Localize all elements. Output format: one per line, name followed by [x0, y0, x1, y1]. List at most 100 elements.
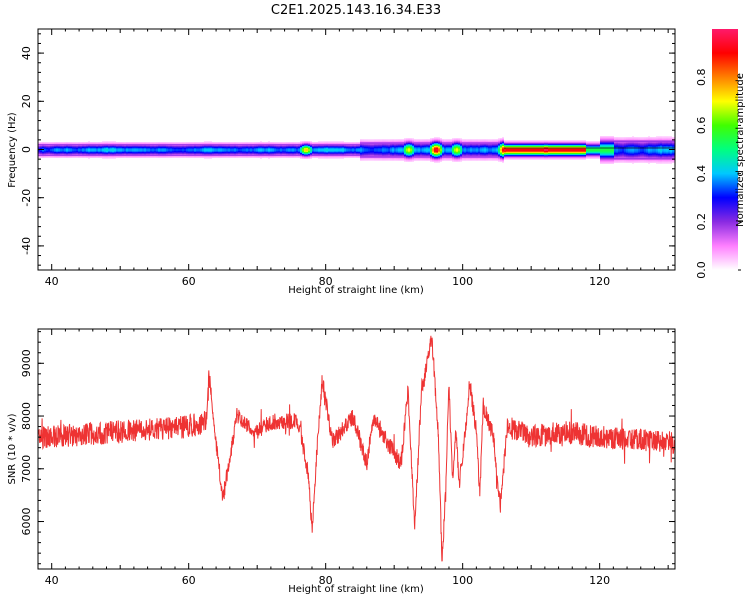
- heatmap-cell: [308, 155, 310, 156]
- heatmap-cell: [194, 142, 196, 143]
- heatmap-cell: [160, 142, 162, 143]
- heatmap-cell: [418, 143, 420, 144]
- heatmap-cell: [546, 149, 548, 150]
- heatmap-cell: [166, 146, 168, 147]
- heatmap-cell: [154, 145, 156, 146]
- heatmap-cell: [520, 154, 522, 155]
- heatmap-cell: [112, 143, 114, 144]
- heatmap-cell: [296, 143, 298, 144]
- heatmap-cell: [416, 148, 418, 149]
- heatmap-cell: [96, 155, 98, 156]
- heatmap-cell: [306, 148, 308, 149]
- heatmap-cell: [436, 140, 438, 141]
- heatmap-cell: [478, 154, 480, 155]
- heatmap-cell: [324, 158, 326, 159]
- heatmap-cell: [372, 152, 374, 153]
- heatmap-cell: [440, 153, 442, 154]
- heatmap-cell: [100, 151, 102, 152]
- heatmap-cell: [248, 145, 250, 146]
- heatmap-cell: [408, 160, 410, 161]
- heatmap-cell: [202, 156, 204, 157]
- heatmap-cell: [446, 159, 448, 160]
- heatmap-cell: [356, 153, 358, 154]
- heatmap-cell: [188, 150, 190, 151]
- heatmap-cell: [572, 142, 574, 143]
- heatmap-cell: [344, 147, 346, 148]
- heatmap-cell: [330, 152, 332, 153]
- heatmap-cell: [366, 139, 368, 140]
- heatmap-cell: [384, 147, 386, 148]
- heatmap-cell: [46, 153, 48, 154]
- heatmap-cell: [354, 143, 356, 144]
- heatmap-cell: [180, 151, 182, 152]
- heatmap-cell: [232, 142, 234, 143]
- heatmap-cell: [346, 146, 348, 147]
- heatmap-cell: [472, 148, 474, 149]
- heatmap-cell: [228, 145, 230, 146]
- heatmap-cell: [78, 149, 80, 150]
- heatmap-cell: [472, 147, 474, 148]
- heatmap-cell: [564, 151, 566, 152]
- heatmap-cell: [98, 150, 100, 151]
- heatmap-cell: [258, 155, 260, 156]
- heatmap-cell: [330, 143, 332, 144]
- heatmap-cell: [464, 147, 466, 148]
- heatmap-cell: [358, 157, 360, 158]
- heatmap-cell: [490, 142, 492, 143]
- heatmap-cell: [68, 142, 70, 143]
- heatmap-cell: [198, 147, 200, 148]
- heatmap-cell: [208, 156, 210, 157]
- heatmap-cell: [256, 152, 258, 153]
- heatmap-cell: [218, 143, 220, 144]
- heatmap-cell: [258, 157, 260, 158]
- heatmap-cell: [372, 155, 374, 156]
- heatmap-cell: [444, 149, 446, 150]
- heatmap-cell: [56, 157, 58, 158]
- heatmap-cell: [150, 147, 152, 148]
- heatmap-cell: [100, 150, 102, 151]
- heatmap-cell: [186, 143, 188, 144]
- heatmap-cell: [362, 147, 364, 148]
- heatmap-cell: [488, 159, 490, 160]
- heatmap-cell: [106, 148, 108, 149]
- heatmap-cell: [164, 154, 166, 155]
- heatmap-cell: [436, 150, 438, 151]
- heatmap-cell: [250, 149, 252, 150]
- heatmap-cell: [498, 148, 500, 149]
- heatmap-cell: [428, 139, 430, 140]
- heatmap-cell: [44, 151, 46, 152]
- heatmap-cell: [332, 153, 334, 154]
- heatmap-cell: [368, 142, 370, 143]
- heatmap-cell: [56, 143, 58, 144]
- heatmap-cell: [126, 154, 128, 155]
- heatmap-cell: [440, 159, 442, 160]
- heatmap-cell: [460, 140, 462, 141]
- heatmap-cell: [536, 147, 538, 148]
- heatmap-cell: [446, 151, 448, 152]
- heatmap-cell: [376, 145, 378, 146]
- heatmap-cell: [534, 148, 536, 149]
- heatmap-cell: [278, 144, 280, 145]
- heatmap-cell: [482, 156, 484, 157]
- heatmap-cell: [266, 155, 268, 156]
- heatmap-cell: [134, 150, 136, 151]
- heatmap-cell: [250, 154, 252, 155]
- heatmap-cell: [236, 151, 238, 152]
- heatmap-cell: [454, 152, 456, 153]
- heatmap-cell: [192, 155, 194, 156]
- heatmap-cell: [282, 146, 284, 147]
- heatmap-cell: [484, 150, 486, 151]
- heatmap-cell: [226, 144, 228, 145]
- heatmap-cell: [338, 149, 340, 150]
- heatmap-cell: [148, 152, 150, 153]
- heatmap-cell: [186, 156, 188, 157]
- heatmap-cell: [538, 144, 540, 145]
- heatmap-cell: [56, 142, 58, 143]
- heatmap-cell: [174, 146, 176, 147]
- heatmap-cell: [378, 139, 380, 140]
- heatmap-cell: [380, 142, 382, 143]
- heatmap-cell: [100, 147, 102, 148]
- heatmap-cell: [148, 154, 150, 155]
- heatmap-cell: [430, 151, 432, 152]
- heatmap-cell: [230, 147, 232, 148]
